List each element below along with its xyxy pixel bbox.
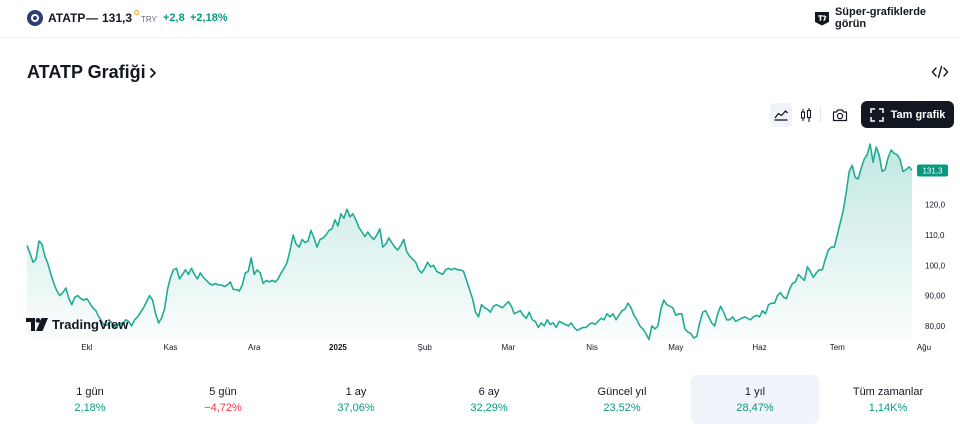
period-change: 1,14K% [868,402,908,414]
chart-title-link[interactable]: ATATP Grafiği [27,62,158,83]
chevron-right-icon [149,67,156,78]
period-1m[interactable]: 1 ay 37,06% [292,375,420,424]
time-axis: EklKasAra2025ŞubMarNisMayHazTemAğuEyl [81,343,931,352]
price-change-percent: +2,18% [190,12,228,24]
chart-title: ATATP Grafiği [27,62,146,82]
area-chart-button[interactable] [770,103,792,127]
fullscreen-icon [869,107,884,122]
period-label: 1 ay [345,386,367,398]
price-chart[interactable]: 80,00 90,00 100,0 110,0 120,0 Ekl Kas Ara 2025 Ş… [0,130,960,360]
tradingview-wordmark: TradingView [52,317,129,332]
period-label: 1 yıl [744,386,766,398]
y-tick-label: 100,0 [925,261,946,270]
tradingview-watermark: TradingView [26,317,128,332]
x-tick-label: Ağu [917,343,931,352]
symbol-separator: — [86,11,98,25]
symbol-header: ATATP — 131,3 TRY +2,8 +2,18% Süper-graf… [0,0,960,38]
super-charts-link[interactable]: Süper-grafiklerde görün [814,6,960,30]
period-change: 28,47% [736,402,774,414]
last-price-tag: 131,3 [917,164,948,177]
x-tick-label: 2025 [329,343,347,352]
period-change: −4,72% [204,402,242,414]
period-1y[interactable]: 1 yıl 28,47% [691,375,819,424]
symbol-ticker[interactable]: ATATP [48,11,86,25]
period-label: 1 gün [76,386,104,398]
camera-icon [832,109,848,122]
price-change: +2,8 [163,12,185,24]
toolbar-divider [820,108,821,122]
screenshot-button[interactable] [829,103,851,127]
x-tick-label: Şub [418,343,433,352]
period-5d[interactable]: 5 gün −4,72% [159,375,287,424]
currency-code: TRY [141,15,157,24]
y-tick-label: 120,0 [925,201,946,210]
period-1d[interactable]: 1 gün 2,18% [26,375,154,424]
period-change: 37,06% [337,402,375,414]
period-selector: 1 gün 2,18% 5 gün −4,72% 1 ay 37,06% 6 a… [26,375,954,425]
x-tick-label: Nis [586,343,598,352]
period-ytd[interactable]: Güncel yıl 23,52% [558,375,686,424]
last-price-tag-text: 131,3 [922,166,943,175]
period-6m[interactable]: 6 ay 32,29% [425,375,553,424]
market-status-icon [134,10,139,15]
period-label: 6 ay [478,386,500,398]
y-tick-label: 110,0 [925,231,945,240]
period-change: 2,18% [74,402,106,414]
period-change: 32,29% [470,402,508,414]
x-tick-label: Tem [830,343,845,352]
full-chart-label: Tam grafik [890,108,946,121]
period-all[interactable]: Tüm zamanlar 1,14K% [824,375,952,424]
price-line [26,143,913,341]
y-tick-label: 90,00 [925,292,946,301]
area-chart-icon [774,110,788,121]
period-change: 23,52% [603,402,641,414]
candlestick-icon [800,108,812,122]
x-tick-label: May [668,343,683,352]
x-tick-label: Mar [501,343,515,352]
full-chart-button[interactable]: Tam grafik [861,101,954,128]
period-label: 5 gün [209,386,237,398]
x-tick-label: Haz [752,343,766,352]
super-charts-label: Süper-grafiklerde görün [834,6,927,30]
price-area-fill [27,144,912,340]
price-axis: 80,00 90,00 100,0 110,0 120,0 [925,201,946,331]
x-tick-label: Kas [164,343,178,352]
x-tick-label: Ara [248,343,261,352]
period-label: Güncel yıl [597,386,647,398]
last-price: 131,3 [102,11,133,25]
embed-code-button[interactable] [930,64,950,80]
company-logo [27,10,43,26]
tradingview-badge-icon [814,11,829,25]
x-tick-label: Ekl [81,343,92,352]
code-embed-icon [931,65,949,79]
candlestick-chart-button[interactable] [795,103,817,127]
last-price-tag-bg [917,164,948,177]
y-tick-label: 80,00 [925,322,946,331]
period-label: Tüm zamanlar [852,386,924,398]
tradingview-logo-icon [26,318,48,331]
